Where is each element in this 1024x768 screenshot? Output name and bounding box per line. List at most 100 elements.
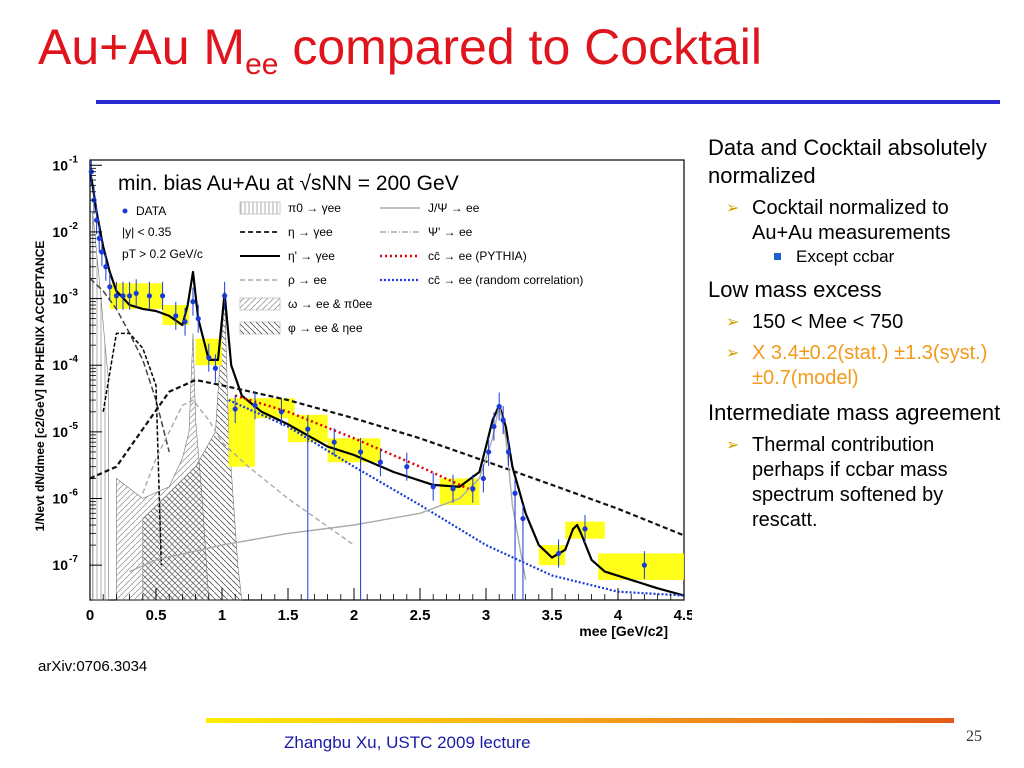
data-point [195,316,201,322]
bullet-level1: Data and Cocktail absolutely normalized [708,134,1008,190]
arrow-bullet-icon: ➢ [726,314,740,331]
bullet-text: Data and Cocktail absolutely normalized [708,135,987,188]
legend-label: η → γee [288,225,333,239]
legend-label: ω → ee & π0ee [288,297,373,311]
chart-title: min. bias Au+Au at √sNN = 200 GeV [118,172,459,195]
systematic-box [598,553,684,580]
bullet-list: Data and Cocktail absolutely normalized ➢… [708,134,1008,533]
data-point [496,403,502,410]
x-tick-label: 4.5 [674,607,692,624]
mee-spectrum-chart: 0 0.5 1 1.5 2 2.5 3 3.5 4 4.510-110-210-310-410-5… [33,154,692,639]
legend-hatch-swatch [239,297,281,311]
data-point [212,365,218,371]
cocktail-curves [88,171,685,597]
data-point [103,264,109,270]
y-tick-label: 10 [52,491,68,507]
curve-red-dotted [234,394,474,493]
slide-title: Au+Au Mee compared to Cocktail [38,19,762,81]
data-point [404,464,410,470]
data-point [641,562,648,568]
x-tick-label: 3 [482,607,490,624]
y-tick-exponent: -2 [69,221,78,232]
hadron-contribution-0 [92,211,109,601]
y-tick-exponent: -5 [69,421,78,432]
x-tick-label: 2.5 [410,607,431,624]
data-points [88,160,648,600]
legend-label: η' → γee [288,249,335,263]
curve-solid [88,171,685,597]
y-axis-label: 1/Nevt dN/dmee [c2/GeV] IN PHENIX ACCEPT… [33,241,47,532]
curve-eta [102,332,163,566]
arrow-bullet-icon: ➢ [726,200,740,217]
legend-swatch [239,321,281,335]
data-point [146,293,152,299]
legend-label: φ → ee & ηee [288,321,363,335]
y-tick-label: 10 [52,157,68,173]
data-point [500,417,506,423]
data-point [556,550,562,557]
data-point [278,409,284,415]
hatched-contributions [92,211,243,601]
legend-label: cc̄ → ee (random correlation) [428,273,583,287]
data-point [107,284,113,290]
annotation-data: DATA [136,204,166,218]
page-number: 25 [966,728,982,745]
legend-label: π0 → γee [288,201,341,215]
y-tick-exponent: -6 [69,488,78,499]
data-point [582,526,588,532]
bullet-text: Low mass excess [708,277,882,302]
data-point [206,355,212,361]
systematic-box [228,418,255,467]
footer-text: Zhangbu Xu, USTC 2009 lecture [284,733,531,752]
data-point [120,293,126,299]
axes: 0 0.5 1 1.5 2 2.5 3 3.5 4 4.510-110-210-310-410-5… [52,154,692,624]
data-point [190,299,196,305]
y-tick-label: 10 [52,557,68,573]
y-tick-exponent: -7 [69,554,78,565]
bullet-text: Thermal contribution perhaps if ccbar ma… [752,434,948,531]
data-point [94,217,100,223]
curve-blue-dotted [228,399,685,597]
data-point [377,459,383,465]
square-bullet-icon [774,253,781,260]
footer-gradient-bar [206,718,954,723]
systematic-box [228,398,295,419]
legend-label: Ψ' → ee [428,225,473,239]
y-tick-label: 10 [52,357,68,373]
data-point [430,484,436,490]
data-point [486,449,492,455]
annotation-pt: pT > 0.2 GeV/c [122,247,203,261]
bullet-text: 150 < Mee < 750 [752,311,904,333]
legend: π0 → γee η → γee η' → γee ρ → ee ω → ee & π0… [239,201,583,335]
bullet-level2: ➢ Cocktail normalized to Au+Au measuremen… [708,196,1008,246]
source-citation: arXiv:0706.3034 [38,658,148,675]
hadron-contribution-2 [142,295,243,601]
data-point [160,293,166,299]
bullet-level2: ➢ Thermal contribution perhaps if ccbar m… [708,433,1008,533]
x-tick-label: 3.5 [542,607,563,624]
bullet-level1: Intermediate mass agreement [708,399,1008,427]
bullet-text: Intermediate mass agreement [708,400,1001,425]
legend-hatch-swatch [239,321,281,335]
bullet-level2: ➢ 150 < Mee < 750 [708,310,1008,335]
y-tick-label: 10 [52,424,68,440]
annotation-rapidity: |y| < 0.35 [122,225,172,239]
y-tick-label: 10 [52,224,68,240]
bullet-level2: ➢ X 3.4±0.2(stat.) ±1.3(syst.)±0.7(model) [708,341,1008,391]
data-point [252,402,258,408]
data-point [232,406,238,412]
legend-label: ρ → ee [288,273,327,287]
bullet-text: Except ccbar [796,247,895,266]
systematic-box [439,478,480,505]
bullet-level1: Low mass excess [708,276,1008,304]
data-point [99,249,105,255]
arrow-bullet-icon: ➢ [726,345,740,362]
data-point [331,439,337,445]
data-point [450,486,456,492]
y-tick-exponent: -3 [69,288,78,299]
curve-gray-solid [129,404,527,581]
legend-swatch [239,297,281,311]
data-point [133,290,139,296]
legend-label: cc̄ → ee (PYTHIA) [428,249,527,263]
y-tick-exponent: -1 [69,154,78,165]
